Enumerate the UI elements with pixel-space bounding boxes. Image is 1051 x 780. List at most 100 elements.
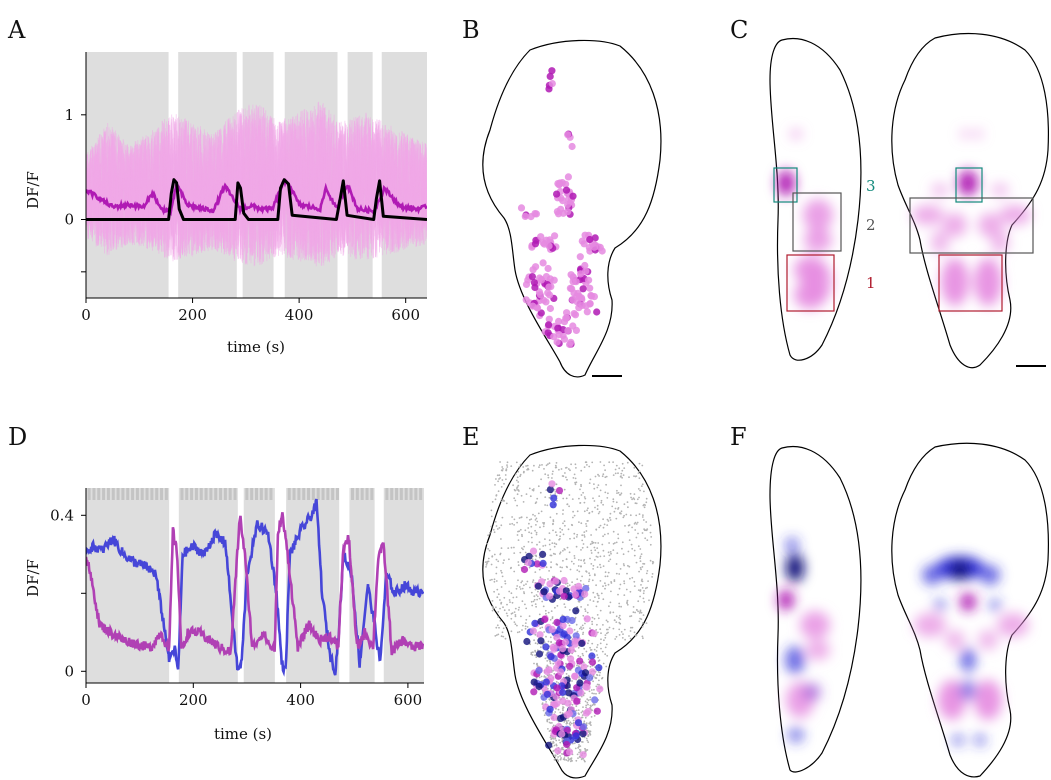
cell-dot: [499, 607, 501, 610]
cell-dot: [626, 599, 629, 602]
cell-dot: [541, 600, 544, 603]
cell-dot: [489, 531, 491, 534]
density-blob: [785, 537, 799, 553]
cell-dot: [585, 704, 588, 707]
cell-dot: [565, 558, 568, 561]
cell-dot: [570, 560, 573, 563]
cell-dot: [560, 576, 568, 585]
cell-dot: [550, 610, 553, 612]
cell-dot: [500, 498, 503, 500]
cell-dot: [639, 555, 642, 558]
cell-dot: [615, 501, 618, 504]
stripe-mark: [395, 488, 399, 500]
cell-dot: [534, 603, 537, 605]
cell-dot: [581, 261, 589, 270]
cell-dot: [499, 599, 501, 601]
cell-dot: [532, 579, 535, 582]
cell-dot: [586, 284, 594, 292]
cell-dot: [634, 521, 637, 524]
cell-dot: [505, 478, 507, 481]
cell-dot: [639, 595, 641, 598]
cell-dot: [589, 665, 592, 668]
stripe-mark: [92, 488, 96, 500]
cell-dot: [536, 631, 544, 639]
cell-dot: [595, 650, 598, 652]
cell-dot: [528, 615, 531, 617]
cell-dot: [604, 582, 606, 585]
cell-dot: [547, 474, 549, 477]
cell-dot: [516, 504, 518, 507]
cell-dot: [540, 588, 548, 596]
box-1-top: [938, 254, 1003, 312]
cell-dot: [610, 582, 613, 584]
cell-dot: [589, 478, 592, 481]
cell-dot: [599, 563, 601, 566]
cell-dot: [599, 555, 602, 558]
cell-dot: [619, 583, 622, 586]
cell-dot: [631, 498, 633, 501]
cell-dot: [590, 724, 592, 726]
cell-dot: [505, 502, 508, 505]
cell-dot: [526, 626, 529, 628]
cell-dot: [532, 489, 535, 492]
cell-dot: [546, 720, 549, 723]
cell-dot: [609, 551, 612, 553]
cell-dot: [538, 568, 541, 571]
cell-dot: [503, 559, 505, 562]
cell-dot: [599, 642, 602, 645]
cell-dot: [523, 584, 525, 587]
cell-dot: [605, 665, 608, 668]
cell-dot: [517, 609, 520, 611]
cell-dot: [615, 572, 618, 575]
cell-dot: [563, 309, 571, 317]
stripe-mark: [321, 488, 325, 500]
cell-dot: [523, 592, 526, 595]
cell-dot: [617, 537, 620, 540]
cell-dot: [563, 757, 566, 759]
cell-dot: [591, 696, 599, 704]
cell-dot: [549, 662, 552, 665]
cell-dot: [604, 634, 607, 636]
box-label-2: 2: [866, 216, 876, 234]
cell-dot: [544, 473, 547, 476]
cell-dot: [554, 531, 557, 534]
panel-label-f: F: [730, 423, 747, 451]
cell-dot: [501, 575, 504, 578]
cell-dot: [528, 273, 537, 281]
cell-dot: [583, 308, 591, 316]
cell-dot: [550, 561, 552, 563]
cell-dot: [546, 291, 554, 299]
cell-dot: [569, 469, 571, 472]
cell-dot: [510, 617, 513, 620]
cell-dot: [627, 531, 630, 534]
cell-dot: [602, 585, 604, 588]
cell-dot: [491, 501, 494, 503]
cell-dot: [548, 496, 551, 499]
cell-dot: [545, 612, 547, 615]
cell-dot: [516, 489, 518, 491]
cell-dot: [593, 707, 601, 715]
cell-dot: [604, 476, 607, 479]
density-blob: [912, 205, 944, 225]
cell-dot: [553, 672, 556, 675]
cell-dot: [497, 480, 499, 483]
cell-dot: [557, 708, 560, 711]
cell-dot: [584, 622, 586, 625]
panel-label-e: E: [462, 423, 480, 451]
cell-dot: [573, 557, 576, 559]
cell-dot: [523, 591, 525, 593]
cell-dot: [566, 627, 574, 635]
stripe-mark: [87, 488, 91, 500]
cell-dot: [535, 605, 537, 608]
cell-dot: [534, 582, 543, 590]
cell-dot: [612, 461, 614, 463]
cell-dot: [590, 705, 592, 708]
cell-dot: [630, 496, 632, 499]
cell-dot: [548, 543, 551, 546]
cell-dot: [549, 494, 552, 496]
cell-dot: [569, 192, 577, 200]
cell-dot: [642, 614, 645, 616]
cell-dot: [592, 600, 595, 602]
cell-dot: [549, 554, 552, 557]
cell-dot: [618, 616, 620, 619]
